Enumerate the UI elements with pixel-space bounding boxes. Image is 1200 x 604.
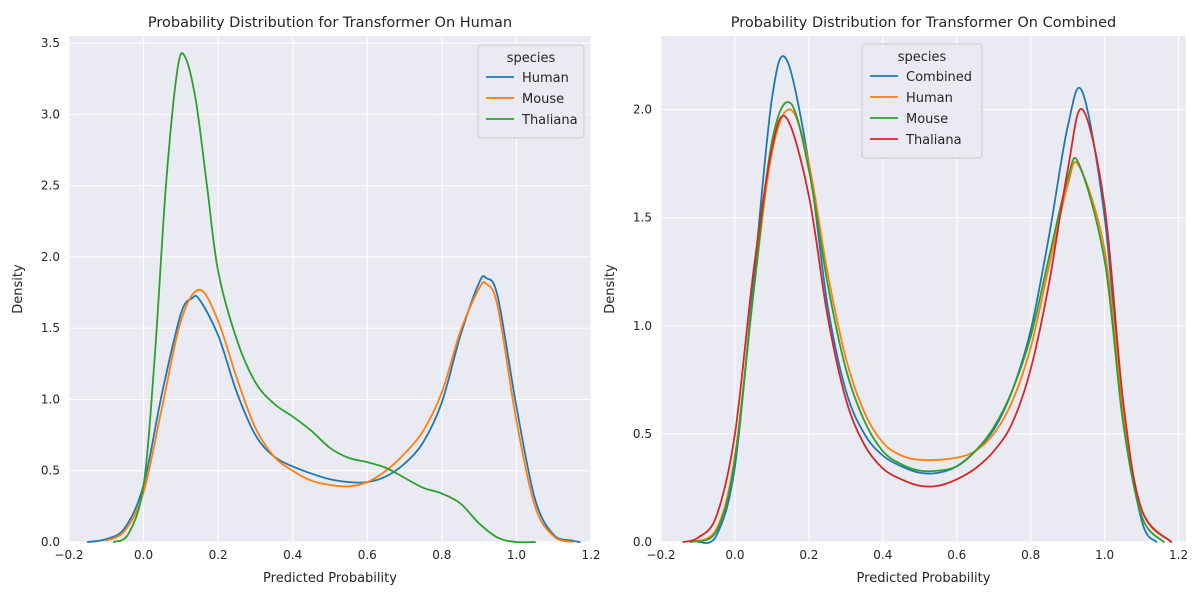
legend-label-combined: Combined [906, 70, 972, 85]
x-axis-label: Predicted Probability [263, 571, 397, 586]
y-tick-label: 1.5 [633, 211, 652, 225]
x-tick-label: 0.6 [947, 548, 966, 562]
y-tick-label: 3.0 [41, 107, 60, 121]
x-tick-label: 0.2 [799, 548, 818, 562]
legend-title: species [898, 50, 947, 65]
y-axis-label: Density [603, 264, 618, 314]
x-tick-label: 0.0 [725, 548, 744, 562]
x-tick-label: 1.2 [581, 548, 600, 562]
x-tick-label: −0.2 [646, 548, 675, 562]
y-tick-label: 1.0 [633, 319, 652, 333]
x-axis-label: Predicted Probability [857, 571, 991, 586]
x-tick-label: 0.4 [283, 548, 302, 562]
y-tick-label: 1.5 [41, 321, 60, 335]
legend-label-human: Human [906, 91, 953, 106]
x-tick-label: 1.2 [1169, 548, 1188, 562]
series-line-human [86, 275, 581, 543]
y-tick-label: 0.0 [41, 535, 60, 549]
series-line-thaliana [682, 108, 1173, 543]
right-chart: −0.2 0.0 0.2 0.4 0.6 0.8 1.0 1.20.00.51.01.52.0… [603, 15, 1188, 586]
series-line-mouse [105, 281, 574, 543]
legend: species Combined Human Mouse Thaliana [861, 43, 983, 159]
y-tick-label: 2.5 [41, 179, 60, 193]
chart-title: Probability Distribution for Transformer… [731, 15, 1117, 31]
x-tick-label: 1.0 [1095, 548, 1114, 562]
y-tick-label: 0.0 [633, 535, 652, 549]
legend-label-mouse: Mouse [906, 112, 948, 127]
legend-title: species [507, 51, 556, 66]
legend: species Human Mouse Thaliana [477, 44, 585, 139]
series-line-combined [697, 55, 1158, 544]
legend-label-human: Human [522, 71, 569, 86]
x-tick-label: 0.8 [432, 548, 451, 562]
x-tick-label: 0.2 [209, 548, 228, 562]
left-chart: −0.2 0.0 0.2 0.4 0.6 0.8 1.0 1.20.00.51.01.52.0… [11, 15, 601, 586]
legend-box [861, 43, 983, 159]
y-tick-label: 0.5 [633, 427, 652, 441]
y-tick-label: 2.0 [633, 103, 652, 117]
x-tick-label: −0.2 [54, 548, 83, 562]
x-tick-label: 0.8 [1021, 548, 1040, 562]
y-tick-label: 0.5 [41, 464, 60, 478]
y-tick-label: 3.5 [41, 36, 60, 50]
y-axis-label: Density [11, 264, 26, 314]
x-tick-label: 0.0 [134, 548, 153, 562]
series-line-thaliana [112, 52, 536, 544]
chart-title: Probability Distribution for Transformer… [148, 15, 512, 31]
legend-label-thaliana: Thaliana [521, 113, 578, 128]
x-tick-label: 0.6 [358, 548, 377, 562]
legend-label-thaliana: Thaliana [905, 133, 962, 148]
x-tick-label: 0.4 [873, 548, 892, 562]
y-tick-label: 1.0 [41, 392, 60, 406]
legend-label-mouse: Mouse [522, 92, 564, 107]
legend-box [477, 44, 585, 139]
y-tick-label: 2.0 [41, 250, 60, 264]
x-tick-label: 1.0 [507, 548, 526, 562]
